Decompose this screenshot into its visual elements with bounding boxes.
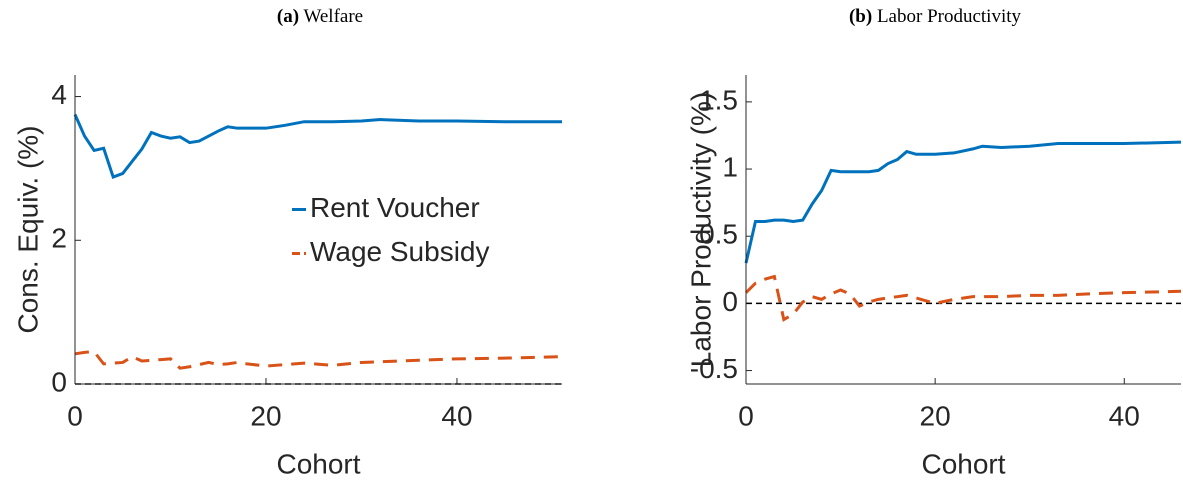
x-axis-label: Cohort	[276, 448, 360, 479]
panel-label: (a)	[277, 6, 299, 27]
y-tick-label: 4	[51, 79, 67, 110]
y-tick-label: 0	[722, 286, 738, 317]
series-line	[74, 350, 563, 370]
y-tick-label: 0	[51, 366, 67, 397]
x-tick-label: 20	[920, 400, 951, 431]
x-tick-label: 0	[738, 400, 754, 431]
title: Labor Productivity	[877, 6, 1022, 27]
legend-label: Wage Subsidy	[310, 236, 490, 267]
x-axis-label: Cohort	[921, 448, 1005, 479]
x-tick-label: 40	[441, 400, 472, 431]
title: Welfare	[303, 6, 363, 27]
panel: (b) Labor Productivity Cohort Labor Produc…	[685, 6, 1182, 479]
x-tick-label: 20	[250, 400, 281, 431]
series-line	[73, 113, 562, 179]
x-tick-label: 40	[1109, 400, 1140, 431]
x-tick-label: 0	[67, 400, 83, 431]
series-line	[744, 274, 1182, 322]
legend-label: Rent Voucher	[310, 192, 480, 223]
y-tick-label: 0.5	[699, 219, 738, 250]
series-line	[744, 140, 1182, 264]
panel-title: (a) Welfare	[277, 6, 363, 27]
panel: (a) Welfare Cohort Cons. Equiv. (%) 0 20 40 0 2…	[12, 6, 563, 479]
y-tick-label: 1	[722, 151, 738, 182]
y-axis-label: Cons. Equiv. (%)	[12, 126, 43, 334]
y-tick-label: 1.5	[699, 84, 738, 115]
y-tick-label: 2	[51, 223, 67, 254]
panel-label: (b)	[849, 6, 872, 27]
panel-title: (b) Labor Productivity	[849, 6, 1022, 27]
y-tick-label: -0.5	[690, 353, 738, 384]
y-axis-label: Labor Productivity (%)	[685, 92, 716, 367]
